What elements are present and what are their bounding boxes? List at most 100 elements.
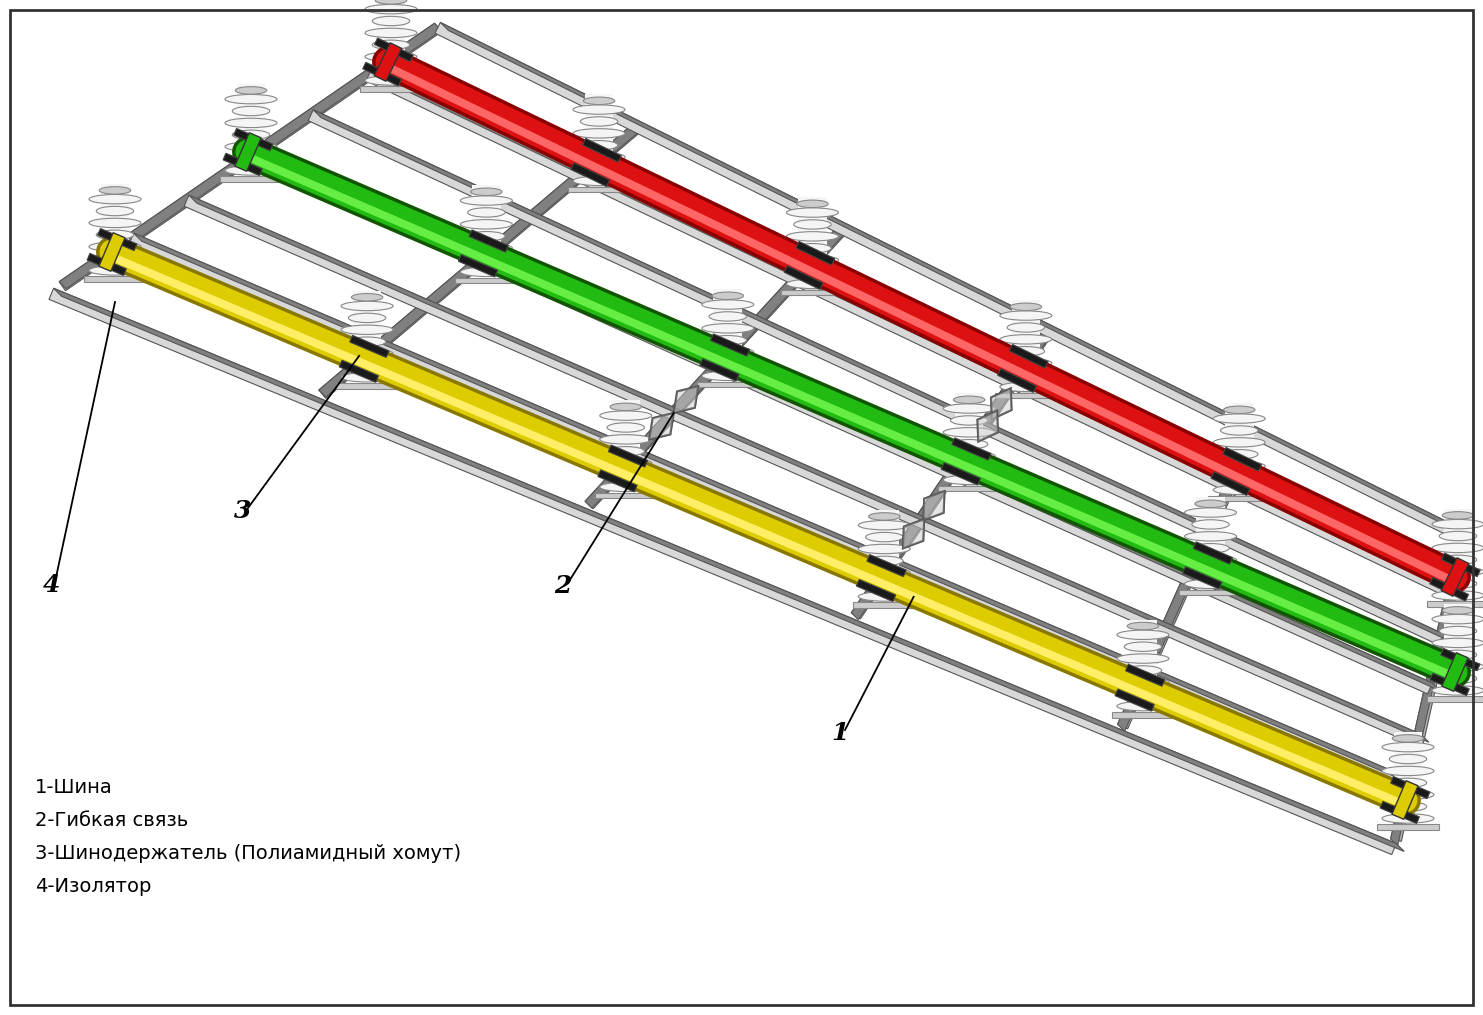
Ellipse shape bbox=[372, 16, 409, 25]
Ellipse shape bbox=[365, 76, 417, 85]
Bar bbox=[455, 278, 518, 283]
Polygon shape bbox=[1182, 566, 1222, 589]
Ellipse shape bbox=[1007, 323, 1044, 332]
Ellipse shape bbox=[89, 266, 141, 275]
Ellipse shape bbox=[1433, 520, 1483, 529]
Ellipse shape bbox=[580, 140, 618, 150]
Bar bbox=[584, 94, 614, 178]
Ellipse shape bbox=[859, 592, 911, 601]
Ellipse shape bbox=[365, 52, 417, 61]
Ellipse shape bbox=[859, 544, 911, 553]
Ellipse shape bbox=[709, 359, 746, 368]
Polygon shape bbox=[710, 334, 750, 356]
Ellipse shape bbox=[793, 244, 830, 253]
Ellipse shape bbox=[951, 439, 988, 449]
Ellipse shape bbox=[943, 452, 995, 461]
Ellipse shape bbox=[859, 568, 911, 578]
Ellipse shape bbox=[1124, 666, 1161, 675]
Ellipse shape bbox=[225, 118, 277, 128]
Ellipse shape bbox=[943, 427, 995, 437]
Polygon shape bbox=[99, 232, 125, 271]
Ellipse shape bbox=[1223, 406, 1255, 413]
Bar bbox=[595, 493, 657, 498]
Bar bbox=[782, 290, 844, 295]
Ellipse shape bbox=[1117, 701, 1169, 710]
Polygon shape bbox=[586, 225, 847, 509]
Ellipse shape bbox=[1221, 425, 1258, 435]
Text: 1-Шина: 1-Шина bbox=[36, 779, 113, 797]
Ellipse shape bbox=[225, 94, 277, 104]
Polygon shape bbox=[248, 151, 1433, 694]
Ellipse shape bbox=[866, 580, 903, 590]
Polygon shape bbox=[1391, 536, 1465, 845]
Ellipse shape bbox=[1007, 370, 1044, 380]
Ellipse shape bbox=[1007, 346, 1044, 356]
Ellipse shape bbox=[89, 242, 141, 252]
Polygon shape bbox=[998, 368, 1037, 393]
Ellipse shape bbox=[572, 177, 624, 186]
Polygon shape bbox=[1430, 673, 1470, 695]
Bar bbox=[1197, 497, 1225, 581]
Bar bbox=[713, 289, 742, 373]
Bar bbox=[85, 276, 147, 282]
Ellipse shape bbox=[701, 347, 753, 356]
Polygon shape bbox=[53, 288, 1404, 852]
Ellipse shape bbox=[786, 231, 838, 241]
Ellipse shape bbox=[786, 256, 838, 265]
Bar bbox=[1011, 300, 1040, 384]
Polygon shape bbox=[252, 151, 1440, 691]
Ellipse shape bbox=[375, 0, 406, 4]
Ellipse shape bbox=[1000, 383, 1051, 392]
Polygon shape bbox=[49, 288, 1397, 855]
Ellipse shape bbox=[1192, 567, 1229, 577]
Ellipse shape bbox=[1440, 674, 1477, 683]
Ellipse shape bbox=[1124, 642, 1161, 652]
Polygon shape bbox=[363, 62, 402, 86]
Ellipse shape bbox=[866, 556, 903, 565]
Polygon shape bbox=[700, 358, 739, 381]
Polygon shape bbox=[366, 70, 1455, 598]
Ellipse shape bbox=[351, 293, 383, 301]
Ellipse shape bbox=[1127, 622, 1158, 629]
Polygon shape bbox=[1393, 781, 1418, 819]
Polygon shape bbox=[1430, 578, 1468, 601]
Ellipse shape bbox=[1185, 580, 1237, 589]
Text: 2: 2 bbox=[555, 574, 571, 598]
Bar bbox=[472, 186, 501, 268]
Ellipse shape bbox=[954, 396, 985, 404]
Polygon shape bbox=[571, 162, 610, 187]
Ellipse shape bbox=[233, 154, 270, 163]
Bar bbox=[937, 486, 1001, 491]
Ellipse shape bbox=[1433, 686, 1483, 695]
Ellipse shape bbox=[1192, 543, 1229, 553]
Polygon shape bbox=[234, 129, 273, 151]
Polygon shape bbox=[1441, 558, 1468, 596]
Ellipse shape bbox=[96, 230, 133, 240]
Ellipse shape bbox=[1382, 814, 1434, 823]
Ellipse shape bbox=[341, 301, 393, 311]
Ellipse shape bbox=[341, 325, 393, 335]
Bar bbox=[219, 177, 282, 182]
Polygon shape bbox=[1118, 430, 1256, 732]
Polygon shape bbox=[851, 328, 1053, 619]
Ellipse shape bbox=[1382, 790, 1434, 800]
Polygon shape bbox=[313, 110, 1452, 642]
Ellipse shape bbox=[610, 403, 642, 411]
Ellipse shape bbox=[599, 434, 651, 444]
Polygon shape bbox=[942, 463, 980, 485]
Ellipse shape bbox=[1221, 473, 1258, 483]
Ellipse shape bbox=[1393, 735, 1424, 742]
Ellipse shape bbox=[943, 475, 995, 484]
Ellipse shape bbox=[236, 86, 267, 94]
Bar bbox=[360, 86, 423, 92]
Polygon shape bbox=[340, 360, 378, 383]
Polygon shape bbox=[59, 23, 440, 290]
Ellipse shape bbox=[1440, 579, 1477, 589]
Ellipse shape bbox=[1440, 531, 1477, 541]
Ellipse shape bbox=[1443, 512, 1474, 519]
Ellipse shape bbox=[225, 142, 277, 151]
Polygon shape bbox=[371, 70, 1462, 595]
Ellipse shape bbox=[951, 463, 988, 473]
Bar bbox=[871, 510, 899, 593]
Ellipse shape bbox=[701, 324, 753, 333]
